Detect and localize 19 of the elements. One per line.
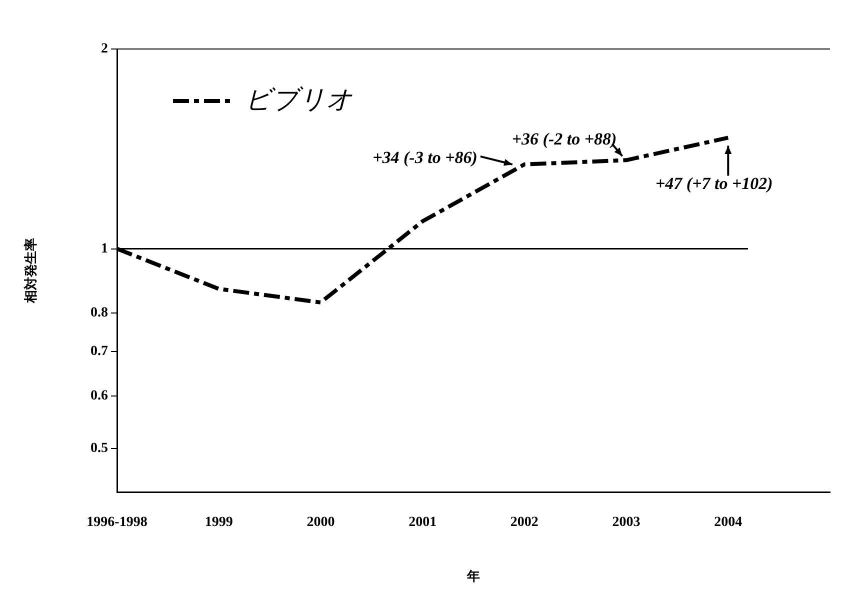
y-tick-label: 0.7	[90, 344, 108, 360]
annotation: +36 (-2 to +88)	[512, 130, 617, 149]
y-tick-label: 0.8	[90, 306, 108, 321]
annotation: +34 (-3 to +86)	[372, 148, 478, 167]
x-tick-label: 2003	[612, 515, 640, 530]
x-tick-label: 2001	[408, 515, 437, 530]
legend-label: ビブリオ	[245, 84, 353, 115]
x-tick-label: 2000	[306, 515, 335, 530]
x-axis-title: 年	[466, 570, 480, 585]
y-tick-label: 0.6	[90, 388, 108, 404]
y-tick-label: 2	[101, 42, 108, 57]
x-tick-label: 2004	[714, 515, 742, 530]
x-tick-label: 1996-1998	[86, 515, 148, 530]
x-tick-label: 1999	[204, 515, 233, 530]
y-tick-label: 1	[101, 241, 108, 256]
x-tick-label: 2002	[510, 515, 538, 530]
annotation: +47 (+7 to +102)	[655, 174, 773, 194]
y-axis-title: 相対発生率	[23, 238, 40, 304]
y-tick-label: 0.5	[90, 441, 108, 456]
